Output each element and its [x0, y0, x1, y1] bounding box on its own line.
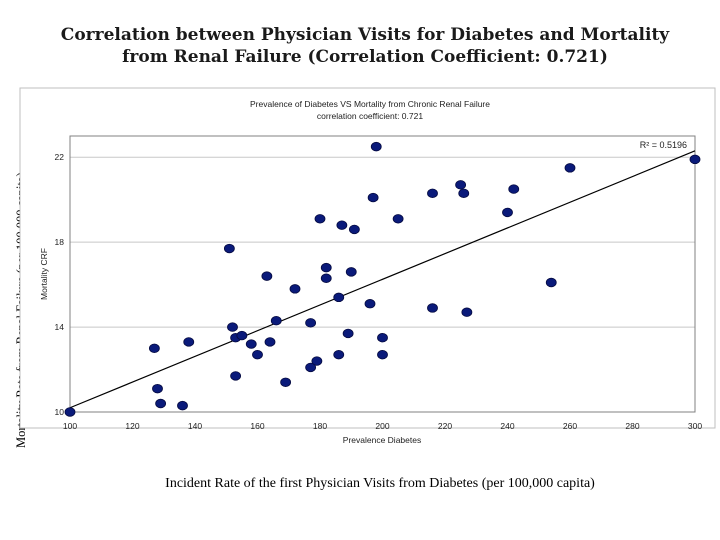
- x-tick-label: 240: [500, 421, 514, 431]
- trendline: [69, 150, 696, 409]
- y-tick-label: 18: [55, 237, 65, 247]
- data-point: [564, 163, 576, 173]
- data-point: [177, 400, 188, 411]
- data-point: [223, 243, 235, 254]
- data-point: [183, 337, 195, 347]
- plot-area-border: [69, 135, 696, 413]
- data-point: [370, 141, 382, 152]
- data-point: [236, 330, 248, 341]
- data-point: [392, 214, 404, 224]
- data-point: [280, 377, 292, 387]
- x-axis-ticks: 100 120 140 160 180 200 220 240 260 280 300: [63, 421, 702, 431]
- data-point: [377, 332, 388, 343]
- data-point: [367, 192, 379, 203]
- data-point: [227, 322, 238, 332]
- data-point: [320, 273, 332, 283]
- data-point: [289, 284, 301, 294]
- outer-x-axis-label: Incident Rate of the first Physician Vis…: [165, 476, 595, 491]
- data-points: [64, 141, 701, 417]
- data-point: [155, 398, 167, 409]
- y-tick-label: 22: [55, 152, 65, 162]
- data-point: [377, 349, 388, 360]
- data-point: [333, 292, 345, 303]
- data-point: [314, 214, 326, 224]
- data-point: [364, 299, 376, 309]
- chart-inner-title: Prevalence of Diabetes VS Mortality from…: [250, 99, 490, 109]
- data-point: [508, 184, 520, 194]
- slide-title: Correlation between Physician Visits for…: [20, 24, 710, 68]
- data-point: [320, 262, 332, 273]
- data-point: [502, 207, 513, 218]
- data-point: [427, 303, 438, 313]
- data-point: [305, 362, 317, 373]
- x-tick-label: 300: [688, 421, 702, 431]
- y-tick-label: 14: [55, 322, 65, 332]
- data-point: [336, 220, 348, 230]
- slide-title-line2: from Renal Failure (Correlation Coeffici…: [122, 47, 608, 67]
- data-point: [458, 188, 470, 199]
- data-point: [152, 383, 163, 394]
- chart-inner-subtitle: correlation coefficient: 0.721: [317, 111, 423, 121]
- data-point: [427, 188, 438, 199]
- x-tick-label: 100: [63, 421, 77, 431]
- data-point: [345, 267, 357, 277]
- chart-inner-x-label: Prevalence Diabetes: [343, 435, 421, 445]
- x-tick-label: 140: [188, 421, 202, 431]
- data-point: [311, 356, 323, 366]
- x-tick-label: 220: [438, 421, 452, 431]
- data-point: [148, 343, 160, 354]
- x-tick-label: 260: [563, 421, 577, 431]
- data-point: [342, 328, 354, 339]
- chart-gridlines: [70, 156, 695, 328]
- data-point: [461, 307, 473, 317]
- data-point: [245, 339, 257, 349]
- data-point: [261, 271, 273, 281]
- data-point: [264, 337, 276, 347]
- y-tick-label: 10: [55, 407, 65, 417]
- data-point: [305, 318, 317, 328]
- chart-inner-y-label: Mortality CRF: [39, 248, 49, 300]
- x-tick-label: 280: [625, 421, 639, 431]
- x-tick-label: 120: [125, 421, 139, 431]
- data-point: [252, 349, 263, 360]
- slide-title-line1: Correlation between Physician Visits for…: [60, 25, 670, 45]
- x-tick-label: 180: [313, 421, 327, 431]
- r-squared-label: R² = 0.5196: [640, 140, 687, 150]
- data-point: [348, 224, 360, 235]
- data-point: [545, 277, 557, 288]
- x-tick-label: 200: [375, 421, 389, 431]
- chart-frame: [19, 87, 716, 429]
- data-point: [689, 154, 701, 165]
- data-point: [455, 180, 467, 190]
- data-point: [64, 407, 76, 417]
- y-axis-ticks: 10 14 18 22: [55, 152, 65, 417]
- x-tick-label: 160: [250, 421, 264, 431]
- data-point: [270, 316, 282, 326]
- data-point: [230, 371, 242, 381]
- data-point: [333, 349, 345, 360]
